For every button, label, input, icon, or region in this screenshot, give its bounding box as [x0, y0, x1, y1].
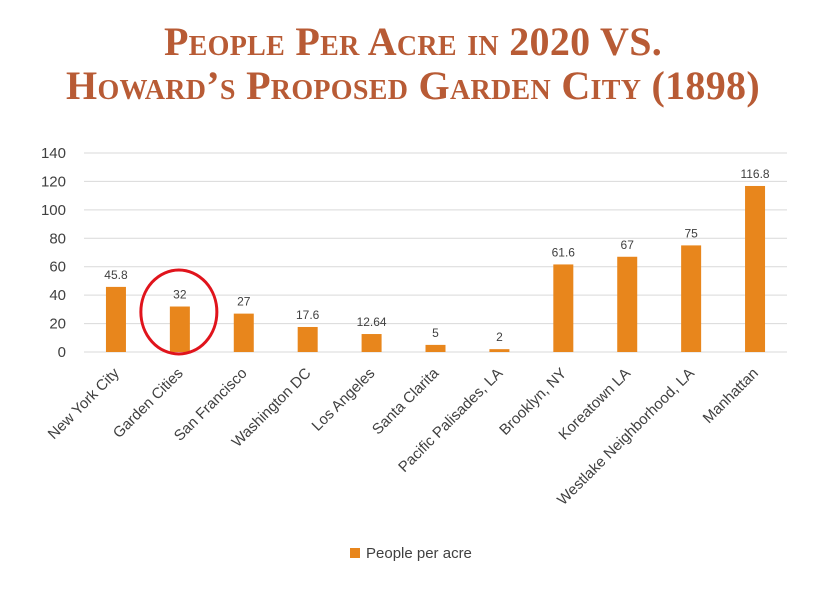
bar-brooklyn-ny — [553, 264, 574, 352]
data-label: 32 — [173, 288, 187, 302]
highlight-circle — [139, 268, 219, 356]
y-tick-label: 120 — [41, 173, 66, 190]
x-tick-label: Manhattan — [700, 365, 762, 427]
data-label: 2 — [496, 330, 503, 344]
chart-title-line-1: People Per Acre in 2020 VS. — [163, 19, 663, 64]
bars — [105, 185, 766, 352]
bar-manhattan — [745, 185, 766, 352]
legend-swatch — [350, 548, 360, 558]
y-tick-label: 60 — [49, 259, 66, 276]
data-label: 27 — [237, 295, 251, 309]
x-tick-label: Westlake Neighborhood, LA — [554, 365, 698, 509]
legend-label: People per acre — [366, 545, 472, 562]
chart-title: People Per Acre in 2020 VS. Howard’s Pro… — [0, 20, 826, 108]
bar-santa-clarita — [425, 344, 446, 352]
x-tick-label: Pacific Palisades, LA — [395, 365, 506, 476]
gridlines — [84, 152, 787, 353]
bar-washington-dc — [297, 326, 318, 352]
data-label: 45.8 — [104, 268, 128, 282]
y-tick-label: 80 — [49, 230, 66, 247]
y-tick-label: 100 — [41, 202, 66, 219]
data-label: 61.6 — [552, 245, 576, 259]
data-label: 12.64 — [357, 315, 387, 329]
bar-koreatown-la — [617, 256, 638, 352]
y-tick-label: 0 — [58, 344, 66, 361]
legend: People per acre — [350, 545, 472, 562]
x-tick-label: Los Angeles — [309, 365, 379, 435]
bar-westlake-neighborhood-la — [681, 245, 702, 352]
y-tick-label: 40 — [49, 287, 66, 304]
data-label: 17.6 — [296, 308, 320, 322]
y-tick-label: 140 — [41, 145, 66, 162]
annotations — [139, 268, 219, 356]
data-label: 5 — [432, 326, 439, 340]
bar-san-francisco — [233, 313, 254, 352]
data-label: 116.8 — [740, 167, 769, 181]
data-label: 75 — [684, 226, 698, 240]
data-label: 67 — [621, 238, 635, 252]
bar-los-angeles — [361, 334, 382, 352]
y-axis-ticks: 0 20 40 60 80 100 120 140 — [41, 145, 66, 361]
data-labels: 45.8 32 27 17.6 12.64 5 2 61.6 67 75 116.8 — [104, 167, 770, 344]
bar-garden-cities — [169, 306, 190, 352]
chart-title-line-2: Howard’s Proposed Garden City (1898) — [66, 63, 760, 108]
bar-new-york-city — [105, 286, 126, 352]
bar-pacific-palisades-la — [489, 349, 510, 352]
y-tick-label: 20 — [49, 316, 66, 333]
